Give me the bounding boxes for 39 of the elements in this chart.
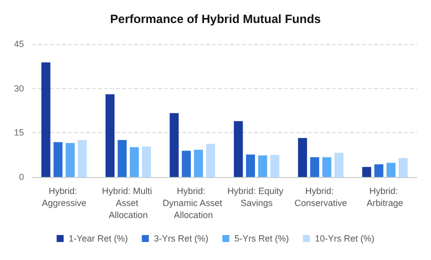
bar <box>118 140 127 177</box>
bar <box>194 150 203 177</box>
legend-label: 10-Yrs Ret (%) <box>314 234 374 244</box>
bar <box>298 138 308 177</box>
y-tick-label: 30 <box>14 83 24 94</box>
bar <box>258 155 268 177</box>
bar <box>362 166 372 177</box>
y-tick-label: 45 <box>14 39 24 49</box>
bar <box>246 154 256 177</box>
y-tick-label: 0 <box>18 172 24 182</box>
bar <box>234 121 243 177</box>
bar <box>374 164 384 177</box>
x-tick-label: Hybrid: Multi Asset Allocation <box>102 186 155 220</box>
x-tick-label: Hybrid: Aggressive <box>42 186 86 208</box>
bar <box>106 94 115 177</box>
bar <box>334 152 344 177</box>
bar <box>386 162 396 177</box>
bar <box>310 157 320 177</box>
bar <box>41 62 50 177</box>
chart-title: Performance of Hybrid Mutual Funds <box>110 12 322 26</box>
legend-label: 3-Yrs Ret (%) <box>154 234 208 244</box>
bar <box>322 157 332 177</box>
bar <box>66 143 75 177</box>
legend-label: 1-Year Ret (%) <box>68 234 128 244</box>
x-tick-label: Hybrid: Conservative <box>294 186 348 208</box>
bar <box>206 144 216 177</box>
bar <box>270 154 280 177</box>
x-tick-label: Hybrid: Dynamic Asset Allocation <box>162 186 223 220</box>
x-tick-label: Hybrid: Equity Savings <box>227 186 286 208</box>
bar <box>398 158 408 177</box>
bar <box>142 146 151 177</box>
bar <box>182 150 191 177</box>
y-tick-label: 15 <box>14 128 24 138</box>
legend-label: 5-Yrs Ret (%) <box>234 234 289 244</box>
bar <box>78 140 87 177</box>
bar <box>130 147 139 177</box>
x-tick-label: Hybrid: Arbitrage <box>366 186 404 208</box>
bar <box>170 113 179 177</box>
bar <box>54 142 63 177</box>
